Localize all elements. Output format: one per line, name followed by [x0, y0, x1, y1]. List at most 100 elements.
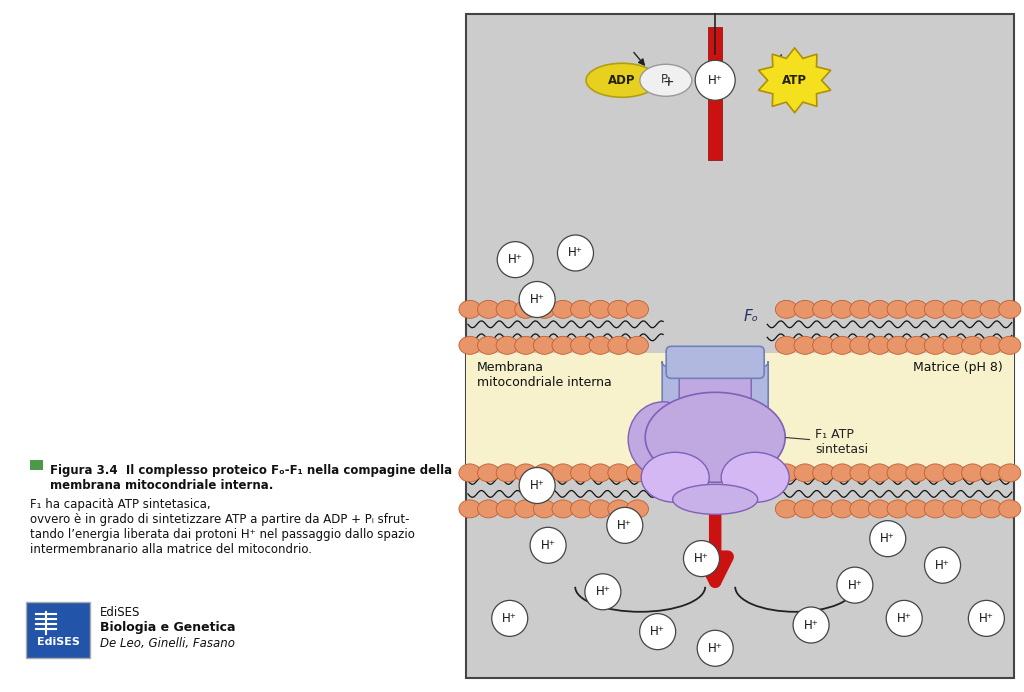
Circle shape [695, 60, 735, 100]
Text: H⁺: H⁺ [541, 539, 556, 552]
Ellipse shape [831, 464, 853, 482]
Text: Matrice (pH 8): Matrice (pH 8) [913, 361, 1002, 374]
Ellipse shape [831, 336, 853, 354]
Ellipse shape [887, 500, 909, 518]
Ellipse shape [589, 300, 611, 318]
Ellipse shape [868, 500, 891, 518]
Ellipse shape [608, 500, 630, 518]
Text: H⁺: H⁺ [503, 612, 517, 625]
Ellipse shape [645, 392, 785, 482]
Ellipse shape [552, 464, 574, 482]
Ellipse shape [459, 300, 481, 318]
Ellipse shape [721, 453, 790, 502]
Circle shape [519, 282, 555, 318]
Ellipse shape [497, 500, 518, 518]
Ellipse shape [608, 464, 630, 482]
Ellipse shape [868, 336, 891, 354]
Ellipse shape [925, 300, 946, 318]
Text: Biologia e Genetica: Biologia e Genetica [100, 621, 236, 635]
Ellipse shape [998, 500, 1021, 518]
Text: EdiSES: EdiSES [37, 637, 80, 647]
Ellipse shape [794, 336, 816, 354]
Ellipse shape [831, 300, 853, 318]
Text: H⁺: H⁺ [848, 579, 862, 592]
Ellipse shape [589, 336, 611, 354]
Ellipse shape [905, 500, 928, 518]
Circle shape [837, 567, 872, 603]
Text: H⁺: H⁺ [708, 641, 723, 655]
Ellipse shape [515, 336, 537, 354]
Ellipse shape [627, 464, 648, 482]
Ellipse shape [477, 336, 500, 354]
Ellipse shape [887, 300, 909, 318]
Circle shape [793, 607, 829, 643]
Ellipse shape [980, 500, 1002, 518]
Ellipse shape [477, 300, 500, 318]
Ellipse shape [850, 300, 871, 318]
Ellipse shape [775, 500, 798, 518]
Ellipse shape [497, 464, 518, 482]
Ellipse shape [552, 500, 574, 518]
Ellipse shape [925, 464, 946, 482]
Ellipse shape [673, 484, 758, 514]
Text: Fₒ: Fₒ [743, 309, 758, 324]
Ellipse shape [459, 500, 481, 518]
Ellipse shape [775, 464, 798, 482]
Text: F₁ ha capacità ATP sintetasica,
ovvero è in grado di sintetizzare ATP a partire : F₁ ha capacità ATP sintetasica, ovvero è… [30, 498, 415, 556]
Ellipse shape [831, 500, 853, 518]
FancyBboxPatch shape [663, 361, 696, 459]
Ellipse shape [850, 500, 871, 518]
Circle shape [585, 574, 621, 610]
Text: H⁺: H⁺ [979, 612, 994, 625]
Circle shape [869, 520, 906, 556]
Ellipse shape [515, 500, 537, 518]
Ellipse shape [712, 402, 782, 477]
Circle shape [969, 601, 1005, 637]
Ellipse shape [794, 464, 816, 482]
Ellipse shape [477, 464, 500, 482]
Circle shape [557, 235, 594, 271]
Circle shape [683, 540, 720, 576]
Bar [466, 14, 1014, 678]
Ellipse shape [962, 464, 983, 482]
Ellipse shape [868, 464, 891, 482]
Circle shape [925, 547, 961, 583]
Text: F₁ ATP
sintetasi: F₁ ATP sintetasi [786, 428, 868, 456]
Ellipse shape [589, 464, 611, 482]
Ellipse shape [570, 300, 593, 318]
Ellipse shape [813, 336, 835, 354]
Ellipse shape [515, 300, 537, 318]
Ellipse shape [663, 402, 742, 477]
Ellipse shape [534, 300, 555, 318]
Ellipse shape [905, 336, 928, 354]
Ellipse shape [943, 336, 965, 354]
Ellipse shape [627, 300, 648, 318]
Ellipse shape [943, 300, 965, 318]
Ellipse shape [608, 300, 630, 318]
Ellipse shape [962, 500, 983, 518]
Text: H⁺: H⁺ [897, 612, 911, 625]
FancyBboxPatch shape [712, 361, 745, 459]
Ellipse shape [515, 464, 537, 482]
Ellipse shape [887, 464, 909, 482]
Ellipse shape [943, 500, 965, 518]
Ellipse shape [962, 300, 983, 318]
Text: H⁺: H⁺ [694, 552, 709, 565]
Ellipse shape [628, 402, 698, 477]
Text: H⁺: H⁺ [935, 558, 950, 572]
Text: H⁺: H⁺ [529, 293, 545, 306]
Ellipse shape [497, 336, 518, 354]
Ellipse shape [534, 500, 555, 518]
Ellipse shape [925, 336, 946, 354]
Ellipse shape [459, 336, 481, 354]
Text: Figura 3.4  Il complesso proteico Fₒ-F₁ nella compagine della
membrana mitocondr: Figura 3.4 Il complesso proteico Fₒ-F₁ n… [50, 464, 453, 492]
FancyBboxPatch shape [667, 346, 764, 379]
Text: De Leo, Ginelli, Fasano: De Leo, Ginelli, Fasano [100, 637, 234, 650]
Text: EdiSES: EdiSES [100, 606, 140, 619]
Ellipse shape [813, 300, 835, 318]
FancyBboxPatch shape [655, 446, 775, 478]
Ellipse shape [998, 300, 1021, 318]
Circle shape [498, 242, 534, 277]
Ellipse shape [794, 500, 816, 518]
Text: H⁺: H⁺ [529, 479, 545, 492]
